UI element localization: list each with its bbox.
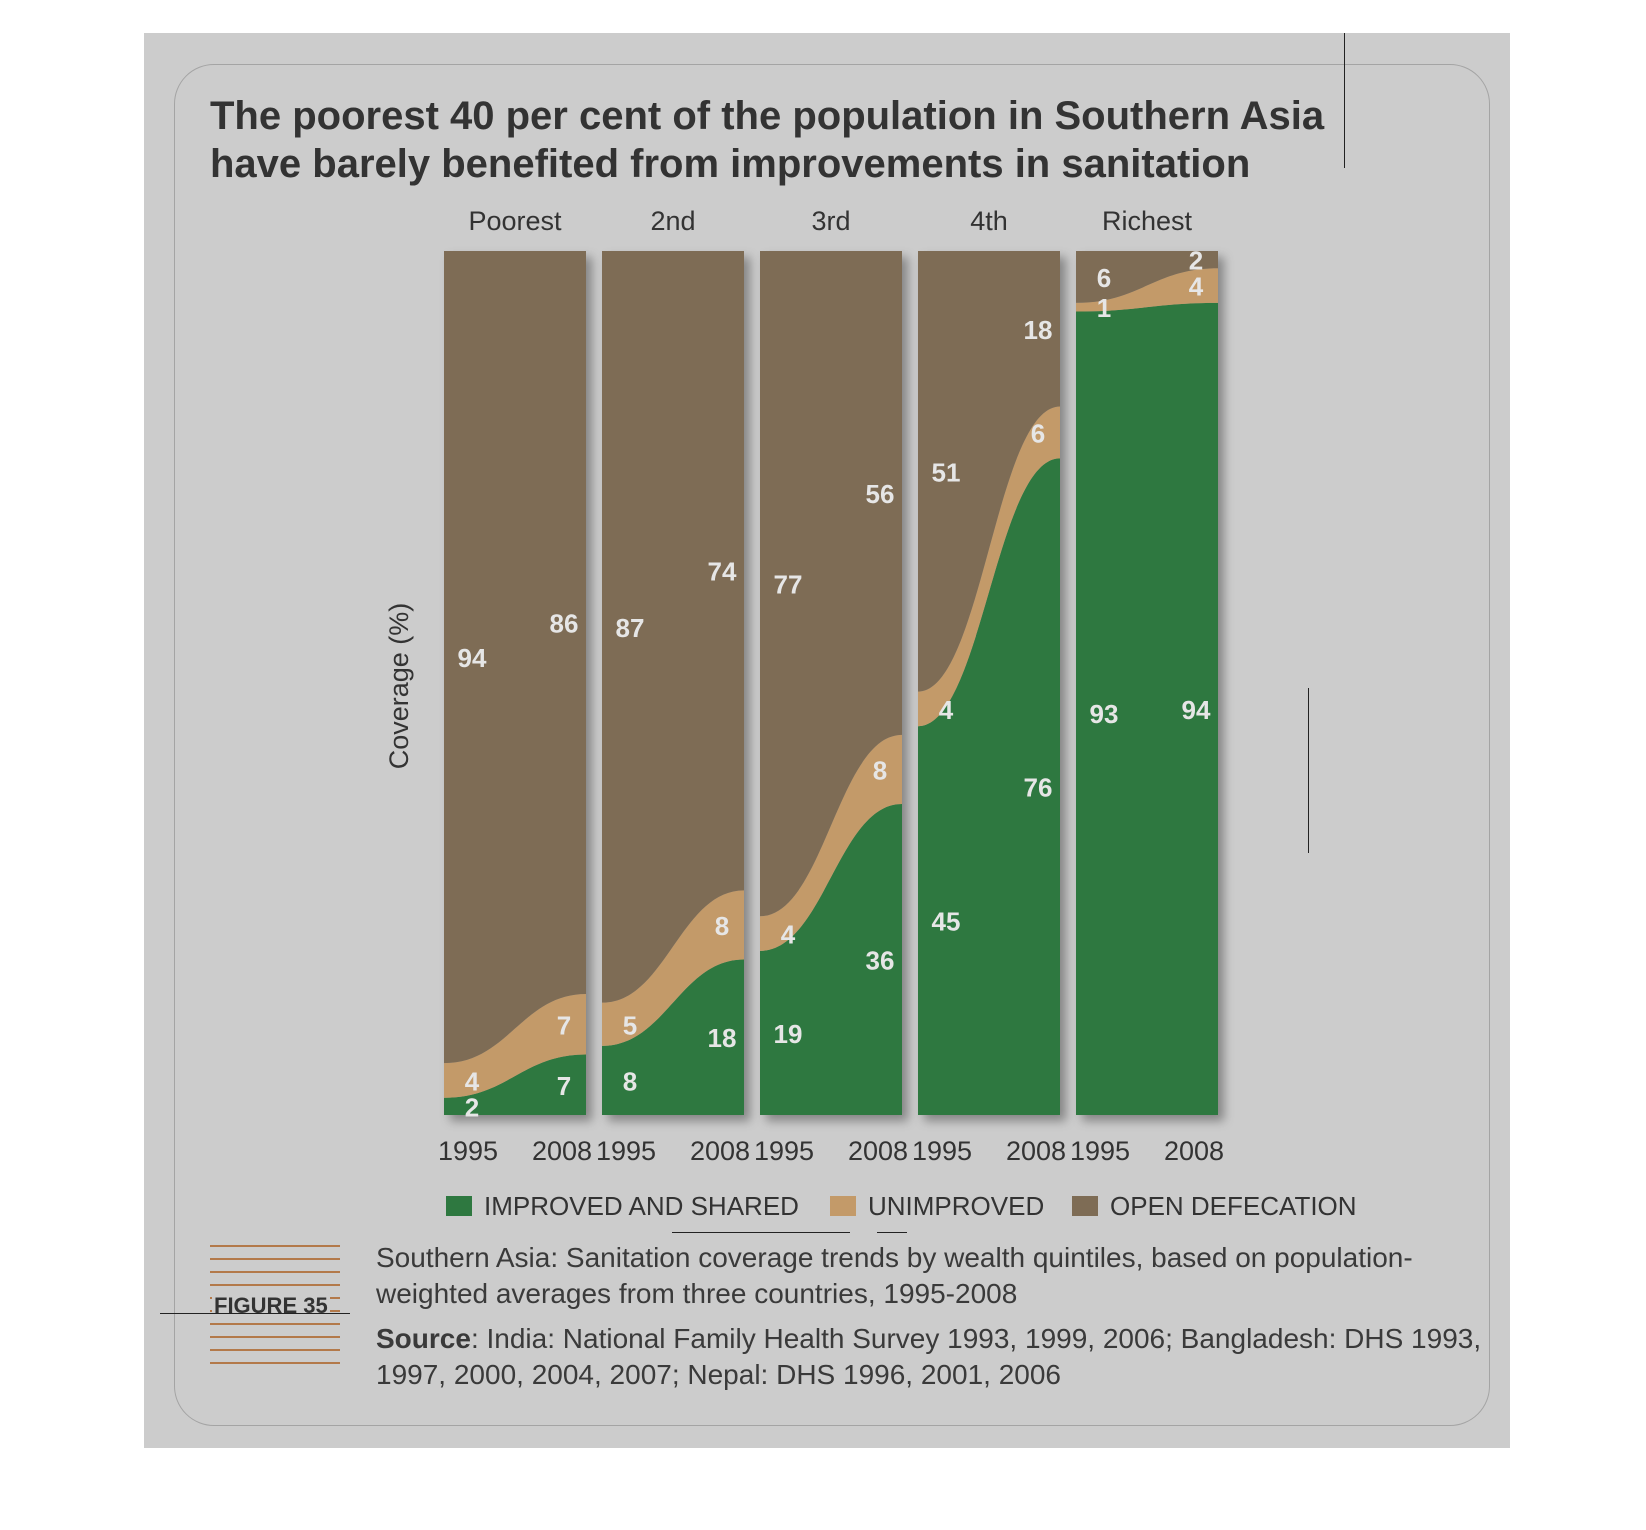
data-label: 2	[1189, 246, 1203, 276]
panel-4th	[918, 251, 1060, 1115]
legend-label: IMPROVED AND SHARED	[484, 1191, 799, 1221]
data-label: 51	[932, 457, 961, 487]
source-label: Source	[376, 1323, 471, 1354]
area-richest-0	[1076, 302, 1218, 1116]
panel-poorest	[444, 251, 586, 1115]
legend-swatch	[1072, 1196, 1098, 1216]
chart-title-line-2: have barely benefited from improvements …	[210, 142, 1251, 186]
area-3rd-1	[760, 734, 902, 951]
data-label: 8	[873, 755, 887, 785]
panel-title: Poorest	[468, 206, 562, 236]
data-label: 36	[866, 945, 895, 975]
panel-title: 3rd	[811, 206, 850, 236]
source-text: : India: National Family Health Survey 1…	[376, 1323, 1482, 1390]
panel-richest	[1076, 251, 1218, 1116]
data-label: 4	[781, 920, 796, 950]
data-label: 6	[1097, 263, 1111, 293]
x-tick-label: 1995	[754, 1136, 814, 1166]
figure-caption: Southern Asia: Sanitation coverage trend…	[376, 1242, 1413, 1309]
data-label: 76	[1024, 773, 1053, 803]
figure-badge: FIGURE 35	[210, 1245, 340, 1364]
x-tick-label: 1995	[1070, 1136, 1130, 1166]
x-tick-label: 1995	[912, 1136, 972, 1166]
data-label: 4	[1189, 272, 1204, 302]
data-label: 18	[708, 1023, 737, 1053]
x-tick-label: 2008	[1164, 1136, 1224, 1166]
area-4th-0	[918, 458, 1060, 1115]
y-axis-label: Coverage (%)	[384, 603, 414, 770]
figure-label: FIGURE 35	[212, 1293, 330, 1319]
guide-mark-horizontal-right	[877, 1232, 907, 1233]
data-label: 56	[866, 479, 895, 509]
data-label: 2	[465, 1092, 479, 1122]
legend-swatch	[830, 1196, 856, 1216]
x-tick-label: 1995	[596, 1136, 656, 1166]
area-richest-2	[1076, 251, 1218, 303]
data-label: 93	[1090, 699, 1119, 729]
panel-2nd	[602, 251, 744, 1115]
data-label: 4	[465, 1066, 480, 1096]
area-4th-1	[918, 406, 1060, 727]
area-poorest-2	[444, 251, 586, 1064]
panel-title: Richest	[1102, 206, 1193, 236]
data-label: 94	[458, 643, 487, 673]
area-poorest-0	[444, 1054, 586, 1115]
data-label: 86	[550, 609, 579, 639]
data-label: 8	[623, 1066, 637, 1096]
panel-3rd	[760, 251, 902, 1115]
guide-mark-horizontal-center	[672, 1232, 850, 1233]
area-4th-2	[918, 251, 1060, 692]
data-label: 1	[1097, 293, 1111, 323]
figure-source: Source: India: National Family Health Su…	[376, 1321, 1496, 1393]
area-3rd-0	[760, 803, 902, 1115]
x-tick-label: 2008	[532, 1136, 592, 1166]
chart-title: The poorest 40 per cent of the populatio…	[210, 92, 1410, 188]
data-label: 45	[932, 907, 961, 937]
area-2nd-1	[602, 890, 744, 1046]
legend-label: OPEN DEFECATION	[1110, 1191, 1357, 1221]
x-tick-label: 2008	[690, 1136, 750, 1166]
x-tick-label: 1995	[438, 1136, 498, 1166]
data-label: 77	[774, 570, 803, 600]
data-label: 6	[1031, 418, 1045, 448]
data-label: 18	[1024, 315, 1053, 345]
area-poorest-1	[444, 994, 586, 1098]
area-3rd-2	[760, 251, 902, 917]
panel-title: 2nd	[650, 206, 695, 236]
x-tick-label: 2008	[1006, 1136, 1066, 1166]
guide-mark-horizontal-left	[160, 1313, 350, 1314]
data-label: 5	[623, 1010, 637, 1040]
data-label: 7	[557, 1010, 571, 1040]
area-richest-1	[1076, 268, 1218, 312]
data-label: 7	[557, 1071, 571, 1101]
legend-label: UNIMPROVED	[868, 1191, 1044, 1221]
chart-title-line-1: The poorest 40 per cent of the populatio…	[210, 94, 1325, 138]
panel-title: 4th	[970, 206, 1008, 236]
x-tick-label: 2008	[848, 1136, 908, 1166]
data-label: 8	[715, 911, 729, 941]
guide-mark-vertical-top	[1344, 33, 1345, 168]
legend-swatch	[446, 1196, 472, 1216]
data-label: 19	[774, 1019, 803, 1049]
figure-frame	[174, 64, 1490, 1426]
area-2nd-2	[602, 251, 744, 1003]
data-label: 4	[939, 695, 954, 725]
data-label: 87	[616, 613, 645, 643]
area-2nd-0	[602, 959, 744, 1115]
guide-mark-vertical-mid	[1308, 688, 1309, 853]
data-label: 74	[708, 557, 737, 587]
data-label: 94	[1182, 695, 1211, 725]
